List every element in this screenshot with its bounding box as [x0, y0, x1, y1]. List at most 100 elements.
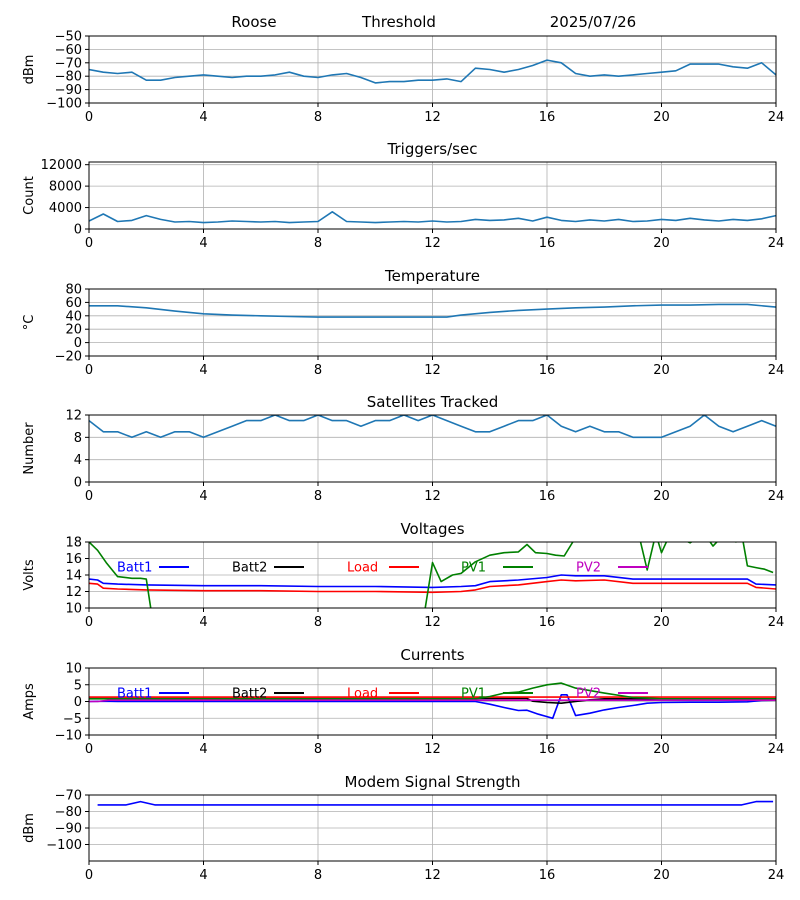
y-tick-label: −90 [55, 822, 82, 837]
x-tick-label: 20 [653, 489, 670, 504]
legend-label-pv2: PV2 [576, 561, 601, 576]
x-tick-label: 16 [539, 868, 556, 883]
y-tick-label: 0 [74, 223, 82, 238]
series-line-pv1 [89, 682, 776, 700]
x-tick-label: 8 [314, 615, 322, 630]
y-tick-label: 0 [74, 695, 82, 710]
chart-panel-1: 0 4 8 12 16 20 24 −100−90−80−70−60−50 dBm [22, 30, 784, 126]
x-tick-label: 8 [314, 489, 322, 504]
series-group [89, 303, 776, 318]
series-line-series-1 [97, 800, 774, 806]
header-mode: Threshold [361, 13, 436, 31]
legend-label-pv2: PV2 [576, 687, 601, 702]
x-tick-label: 24 [768, 742, 785, 757]
series-line-load [89, 579, 776, 594]
x-tick-label: 0 [85, 110, 93, 125]
x-tick-label: 0 [85, 742, 93, 757]
series-line-batt1 [89, 693, 776, 720]
x-tick-label: 16 [539, 363, 556, 378]
x-tick-label: 20 [653, 868, 670, 883]
y-tick-label: 0 [74, 476, 82, 491]
x-tick-label: 16 [539, 110, 556, 125]
y-tick-label: −100 [46, 97, 82, 112]
chart-panel-2: 0 4 8 12 16 20 24 0 4000 8000 12000 Triggers/sec Cou… [22, 140, 784, 251]
x-tick-label: 24 [768, 110, 785, 125]
x-tick-label: 0 [85, 489, 93, 504]
x-tick-label: 12 [424, 868, 441, 883]
series-group [89, 415, 776, 439]
y-tick-label: 12 [65, 409, 82, 424]
x-tick-label: 12 [424, 236, 441, 251]
x-tick-label: 16 [539, 236, 556, 251]
series-group [89, 542, 776, 608]
y-tick-label: −80 [55, 805, 82, 820]
y-tick-label: −70 [55, 56, 82, 71]
chart-title: Triggers/sec [387, 140, 478, 158]
legend-label-pv1: PV1 [461, 687, 486, 702]
y-tick-label: −20 [55, 350, 82, 365]
y-tick-label: −80 [55, 70, 82, 85]
y-tick-label: 5 [74, 678, 82, 693]
y-axis-label: dBm [22, 55, 37, 85]
legend-label-batt1: Batt1 [117, 687, 152, 702]
x-tick-label: 4 [199, 363, 207, 378]
x-tick-label: 0 [85, 236, 93, 251]
x-tick-label: 8 [314, 110, 322, 125]
x-tick-label: 0 [85, 868, 93, 883]
y-tick-label: −60 [55, 43, 82, 58]
y-tick-label: 8000 [49, 180, 82, 195]
legend-label-batt2: Batt2 [232, 561, 267, 576]
y-tick-label: 16 [65, 552, 82, 567]
x-tick-label: 20 [653, 615, 670, 630]
x-tick-label: 4 [199, 489, 207, 504]
y-axis-label: Amps [22, 683, 37, 720]
y-axis-label: dBm [22, 813, 37, 843]
y-tick-label: −90 [55, 83, 82, 98]
y-tick-label: 12000 [41, 158, 82, 173]
y-tick-label: 18 [65, 536, 82, 551]
chart-title: Voltages [400, 520, 464, 538]
y-tick-label: 12 [65, 585, 82, 600]
x-tick-label: 24 [768, 868, 785, 883]
x-tick-label: 12 [424, 489, 441, 504]
y-tick-label: −50 [55, 30, 82, 45]
y-tick-label: −100 [46, 838, 82, 853]
x-tick-label: 12 [424, 742, 441, 757]
x-tick-label: 16 [539, 742, 556, 757]
chart-title: Temperature [384, 267, 480, 285]
x-tick-label: 4 [199, 615, 207, 630]
x-tick-label: 0 [85, 363, 93, 378]
y-axis-label: Count [22, 176, 37, 215]
x-tick-label: 24 [768, 489, 785, 504]
series-line-series-1 [89, 59, 776, 84]
y-tick-label: 40 [65, 309, 82, 324]
legend-label-load: Load [347, 687, 378, 702]
legend-label-batt1: Batt1 [117, 561, 152, 576]
x-tick-label: 4 [199, 110, 207, 125]
x-tick-label: 16 [539, 615, 556, 630]
y-tick-label: 20 [65, 323, 82, 338]
series-line-pv1 [89, 542, 774, 608]
x-tick-label: 8 [314, 868, 322, 883]
y-tick-label: 14 [65, 569, 82, 584]
series-group [89, 682, 776, 720]
y-tick-label: −5 [63, 712, 82, 727]
y-tick-label: 10 [65, 662, 82, 677]
y-tick-label: 10 [65, 602, 82, 617]
y-tick-label: 8 [74, 431, 82, 446]
header-site: Roose [231, 13, 276, 31]
chart-panel-7: 0 4 8 12 16 20 24 −100−90 −80−70 Modem Signal Str… [22, 773, 784, 883]
series-line-pv2 [89, 699, 776, 703]
x-tick-label: 20 [653, 742, 670, 757]
chart-panel-4: 0 4 8 12 16 20 24 0 4 8 12 Satellites Tracked Number [22, 393, 784, 504]
y-tick-label: 4000 [49, 201, 82, 216]
x-tick-label: 24 [768, 236, 785, 251]
x-tick-label: 0 [85, 615, 93, 630]
x-tick-label: 12 [424, 615, 441, 630]
x-tick-label: 24 [768, 615, 785, 630]
series-line-series-1 [89, 415, 776, 439]
